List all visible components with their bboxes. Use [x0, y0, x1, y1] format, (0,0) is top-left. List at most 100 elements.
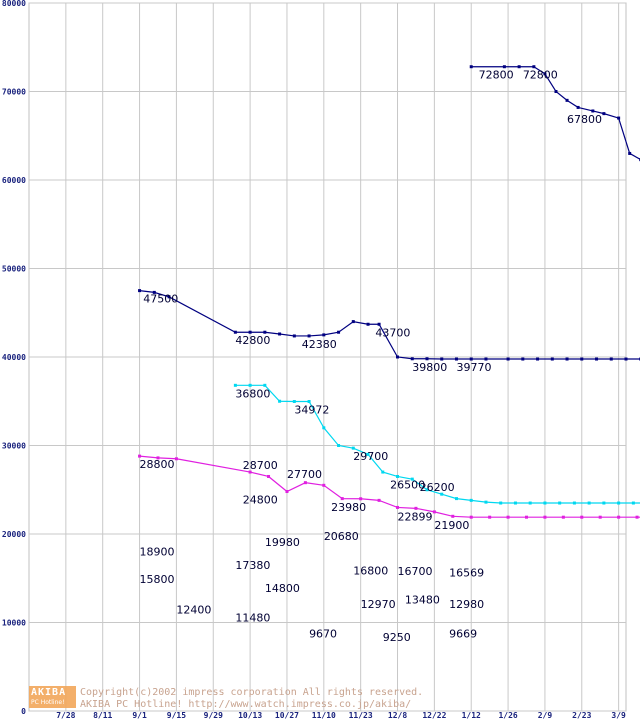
data-label: 17380 [235, 559, 270, 572]
series-point [440, 357, 444, 361]
data-label: 29700 [353, 450, 388, 463]
brand-logo-title: AKIBA [31, 687, 67, 698]
series-point [410, 357, 414, 361]
series-point [609, 357, 613, 361]
series-point [628, 151, 632, 155]
data-label: 42380 [302, 338, 337, 351]
x-tick-label: 9/15 [167, 711, 186, 720]
series-point [580, 515, 584, 519]
series-point [167, 295, 171, 299]
data-label: 12970 [361, 598, 396, 611]
data-label: 19980 [265, 536, 300, 549]
series-line [139, 290, 640, 360]
x-tick-label: 10/27 [275, 711, 299, 720]
data-label: 15800 [140, 573, 175, 586]
series-point [484, 357, 488, 361]
x-tick-label: 1/26 [498, 711, 517, 720]
series-point [451, 514, 455, 518]
data-label: 72800 [479, 69, 514, 82]
series-point [322, 483, 326, 487]
series-point [572, 501, 576, 505]
data-label: 12980 [449, 598, 484, 611]
series-point [248, 330, 252, 334]
series-point [484, 500, 488, 504]
series-point [432, 510, 436, 514]
series-point [525, 515, 528, 519]
data-label: 16569 [449, 566, 484, 579]
series-point [156, 456, 160, 460]
x-tick-label: 1/12 [462, 711, 481, 720]
x-tick-label: 11/23 [349, 711, 373, 720]
series-point [351, 446, 355, 450]
data-label: 39800 [412, 361, 447, 374]
y-tick-label: 70000 [2, 88, 26, 97]
series-point [267, 474, 271, 478]
series-point [351, 320, 355, 324]
data-label: 23980 [331, 501, 366, 514]
y-axis: 0 10000 20000 30000 40000 50000 60000 70000 8000… [2, 0, 26, 716]
data-label: 9670 [309, 627, 337, 640]
series-point [532, 65, 536, 69]
x-tick-label: 12/8 [388, 711, 407, 720]
y-tick-label: 20000 [2, 530, 26, 539]
data-label: 36800 [235, 387, 270, 400]
x-tick-label: 12/22 [422, 711, 446, 720]
data-label: 42800 [235, 334, 270, 347]
series-point [517, 65, 521, 69]
series-point [617, 116, 621, 120]
series-point [580, 357, 584, 361]
data-label: 14800 [265, 582, 300, 595]
series-point [322, 426, 326, 430]
series-point [396, 355, 400, 359]
series-point [307, 399, 311, 403]
series-point [558, 501, 562, 505]
data-labels: 7280072800678006230047500428004238043700… [140, 69, 602, 644]
series-point [624, 357, 628, 361]
data-label: 34972 [294, 403, 329, 416]
x-tick-label: 9/1 [132, 711, 147, 720]
x-tick-label: 10/13 [238, 711, 262, 720]
series-point [263, 330, 267, 334]
x-tick-label: 2/23 [572, 711, 591, 720]
series-point [550, 357, 554, 361]
y-tick-label: 40000 [2, 353, 26, 362]
y-tick-label: 0 [21, 707, 26, 716]
series-point [278, 332, 282, 336]
series-point [513, 501, 517, 505]
series-point [410, 477, 414, 481]
series-group [138, 65, 640, 519]
series-point [595, 357, 599, 361]
series-point [469, 357, 473, 361]
data-label: 9250 [383, 631, 411, 644]
data-label: 72800 [523, 69, 558, 82]
series-point [138, 454, 142, 458]
series-point [396, 505, 400, 509]
data-label: 9669 [449, 627, 477, 640]
y-tick-label: 60000 [2, 176, 26, 185]
series-point [469, 498, 473, 502]
series-point [285, 490, 289, 494]
series-point [278, 399, 282, 403]
series-point [381, 470, 385, 474]
series-point [543, 515, 547, 519]
data-label: 47500 [143, 293, 178, 306]
series-point [454, 497, 458, 501]
series-point [425, 357, 429, 361]
x-tick-label: 11/10 [312, 711, 336, 720]
series-point [506, 357, 510, 361]
x-axis: 7/28 8/11 9/1 9/15 9/29 10/13 10/27 11/10 11/23 1… [56, 711, 626, 720]
data-label: 26200 [420, 481, 455, 494]
series-point [565, 357, 569, 361]
series-point [440, 492, 444, 496]
series-point [454, 357, 458, 361]
series-point [469, 515, 473, 519]
x-tick-label: 2/9 [538, 711, 553, 720]
series-point [554, 90, 558, 93]
series-point [377, 498, 381, 502]
series-line [139, 455, 640, 518]
series-point [292, 334, 296, 338]
series-point [499, 501, 503, 505]
series-point [322, 333, 326, 337]
series-point [292, 399, 296, 403]
